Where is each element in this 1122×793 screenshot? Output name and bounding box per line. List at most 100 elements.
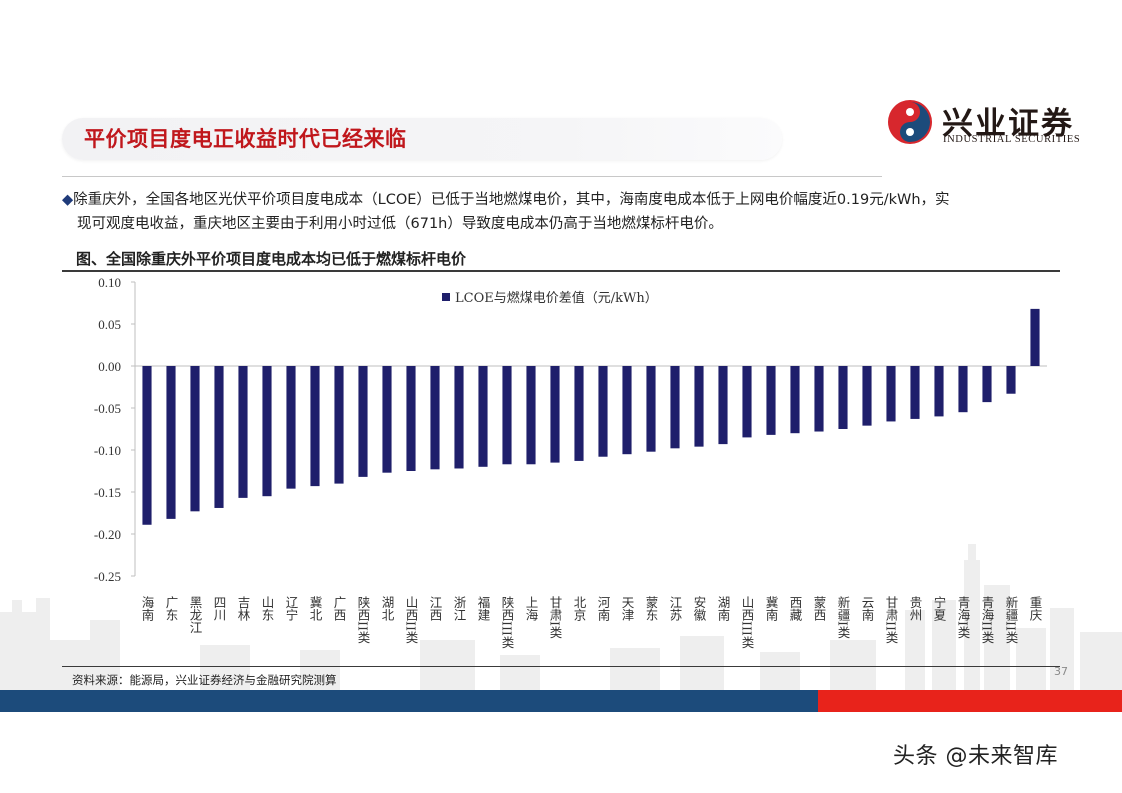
legend-label: LCOE与燃煤电价差值（元/kWh）	[455, 290, 658, 306]
title-banner	[62, 118, 782, 160]
y-tick-label: -0.05	[94, 401, 121, 416]
bar-辽宁	[286, 366, 296, 489]
bar-安徽	[694, 366, 704, 447]
x-category-label: 吉林	[236, 596, 251, 621]
bar-山东	[262, 366, 272, 497]
y-tick-label: 0.05	[98, 317, 121, 332]
y-tick-label: 0.00	[98, 359, 121, 374]
bar-蒙西	[814, 366, 824, 432]
bar-河南	[598, 366, 608, 457]
bar-冀南	[766, 366, 776, 435]
x-category-label: 云南	[860, 596, 875, 621]
bar-天津	[622, 366, 632, 455]
y-tick-label: -0.20	[94, 527, 121, 542]
x-category-label: 甘肃I类	[548, 596, 563, 639]
bar-福建	[478, 366, 488, 467]
x-category-label: 上海	[524, 596, 539, 621]
x-category-label: 陕西III类	[500, 595, 515, 649]
bar-蒙东	[646, 366, 656, 452]
bar-北京	[574, 366, 584, 461]
y-tick-label: -0.10	[94, 443, 121, 458]
bar-宁夏	[934, 366, 944, 417]
bar-重庆	[1030, 308, 1040, 366]
x-category-label: 湖北	[380, 595, 395, 622]
bar-海南	[142, 366, 152, 525]
brand-name-cn: 兴业证券	[942, 106, 1074, 142]
x-category-label: 甘肃II类	[884, 596, 899, 644]
x-category-label: 西藏	[788, 596, 803, 622]
bar-广西	[334, 366, 344, 484]
footer-band-blue	[0, 690, 818, 712]
bar-浙江	[454, 366, 464, 469]
x-category-label: 陕西II类	[356, 595, 371, 644]
x-category-label: 山西II类	[404, 596, 419, 644]
x-category-label: 辽宁	[284, 596, 299, 621]
summary-bullet: ◆除重庆外，全国各地区光伏平价项目度电成本（LCOE）已低于当地燃煤电价，其中，…	[62, 188, 1062, 236]
brand-logo-icon	[888, 100, 932, 144]
x-category-label: 浙江	[452, 595, 467, 621]
x-category-label: 安徽	[692, 595, 707, 621]
footer-divider	[62, 666, 1060, 667]
x-category-label: 河南	[596, 596, 611, 621]
bar-湖北	[382, 366, 392, 473]
summary-line-1: 除重庆外，全国各地区光伏平价项目度电成本（LCOE）已低于当地燃煤电价，其中，海…	[73, 192, 950, 208]
x-category-label: 北京	[572, 596, 587, 622]
figure-title: 图、全国除重庆外平价项目度电成本均已低于燃煤标杆电价	[76, 250, 467, 268]
y-tick-label: -0.15	[94, 485, 121, 500]
bar-陕西III类	[502, 366, 512, 465]
x-category-label: 江西	[428, 596, 443, 621]
x-category-label: 新疆I类	[836, 595, 851, 639]
bar-青海II类	[982, 366, 992, 403]
x-category-label: 贵州	[908, 596, 923, 621]
bar-云南	[862, 366, 872, 426]
x-category-label: 江苏	[668, 596, 683, 621]
y-tick-label: 0.10	[98, 275, 121, 290]
bar-新疆II类	[1006, 366, 1016, 394]
bar-甘肃I类	[550, 366, 560, 463]
x-category-label: 海南	[140, 595, 155, 621]
x-category-label: 新疆II类	[1004, 595, 1019, 644]
x-category-label: 山东	[260, 596, 275, 621]
source-note: 资料来源：能源局，兴业证券经济与金融研究院测算	[72, 673, 337, 687]
watermark: 头条 @未来智库	[893, 744, 1058, 769]
x-category-label: 青海II类	[980, 596, 995, 644]
x-category-label: 蒙西	[812, 596, 827, 621]
x-category-label: 山西III类	[740, 596, 755, 649]
bar-山西II类	[406, 366, 416, 471]
bar-黑龙江	[190, 366, 200, 512]
summary-line-2: 现可观度电收益，重庆地区主要由于利用小时过低（671h）导致度电成本仍高于当地燃…	[77, 216, 723, 232]
header-divider	[62, 176, 882, 177]
x-category-label: 湖南	[716, 595, 731, 621]
figure-divider	[62, 270, 1060, 272]
bar-山西III类	[742, 366, 752, 438]
bar-chart: 0.100.050.00-0.05-0.10-0.15-0.20-0.25海南广…	[94, 275, 1047, 649]
x-category-label: 冀南	[764, 595, 779, 621]
x-category-label: 广东	[164, 596, 179, 621]
bar-四川	[214, 366, 224, 508]
footer-band-red	[818, 690, 1122, 712]
x-category-label: 福建	[476, 595, 491, 622]
page-number: 37	[1054, 665, 1068, 678]
x-category-label: 四川	[212, 596, 227, 621]
legend-swatch	[442, 293, 450, 301]
bar-广东	[166, 366, 176, 519]
x-category-label: 重庆	[1028, 595, 1043, 621]
bar-吉林	[238, 366, 248, 498]
bar-西藏	[790, 366, 800, 434]
bar-陕西II类	[358, 366, 368, 477]
bar-江西	[430, 366, 440, 470]
y-tick-label: -0.25	[94, 569, 121, 584]
x-category-label: 冀北	[308, 595, 323, 622]
brand-name-en: INDUSTRIAL SECURITIES	[943, 134, 1081, 145]
diamond-bullet-icon: ◆	[62, 192, 74, 208]
bar-贵州	[910, 366, 920, 419]
x-category-label: 广西	[332, 596, 347, 621]
bar-甘肃II类	[886, 366, 896, 422]
x-category-label: 蒙东	[644, 596, 659, 621]
page-title: 平价项目度电正收益时代已经来临	[84, 127, 407, 151]
x-category-label: 青海I类	[956, 596, 971, 639]
bar-江苏	[670, 366, 680, 449]
bar-新疆I类	[838, 366, 848, 429]
x-category-label: 宁夏	[932, 595, 947, 621]
